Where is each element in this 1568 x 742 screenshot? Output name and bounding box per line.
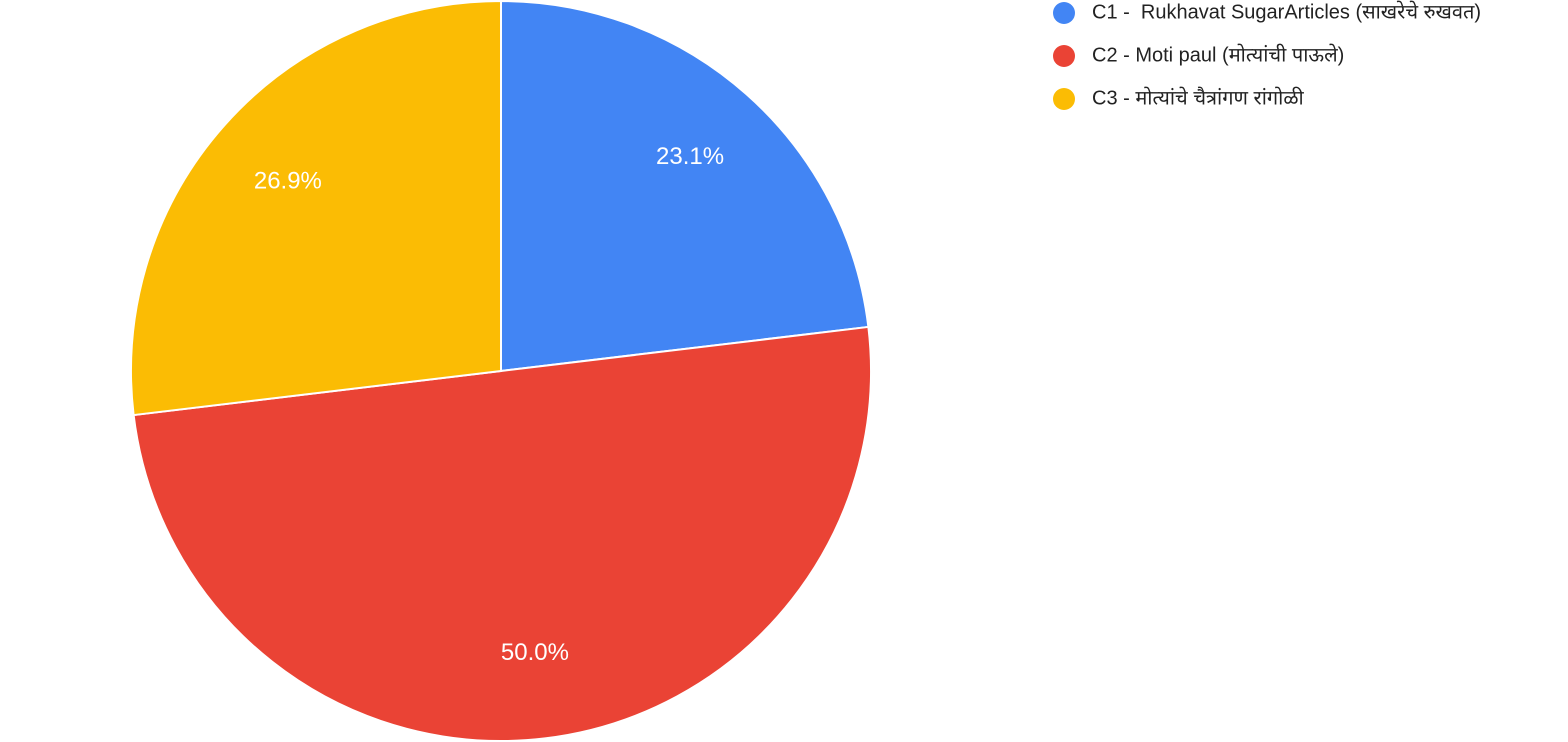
data-label: 50.0% [501, 639, 569, 666]
pie-slice [500, 0, 870, 373]
legend-marker [1053, 88, 1075, 110]
legend-label: C1 - Rukhavat SugarArticles (साखरेचे रुख… [1092, 0, 1481, 23]
pie-slice [132, 325, 872, 742]
pie-slice [130, 0, 502, 417]
data-label: 26.9% [254, 167, 322, 194]
legend-label: C2 - Moti paul (मोत्यांची पाऊले) [1092, 43, 1344, 66]
data-label: 23.1% [656, 143, 724, 170]
legend-marker [1053, 2, 1075, 24]
legend-label: C3 - मोत्यांचे चैत्रांगण रांगोळी [1092, 86, 1305, 109]
legend-marker [1053, 45, 1075, 67]
